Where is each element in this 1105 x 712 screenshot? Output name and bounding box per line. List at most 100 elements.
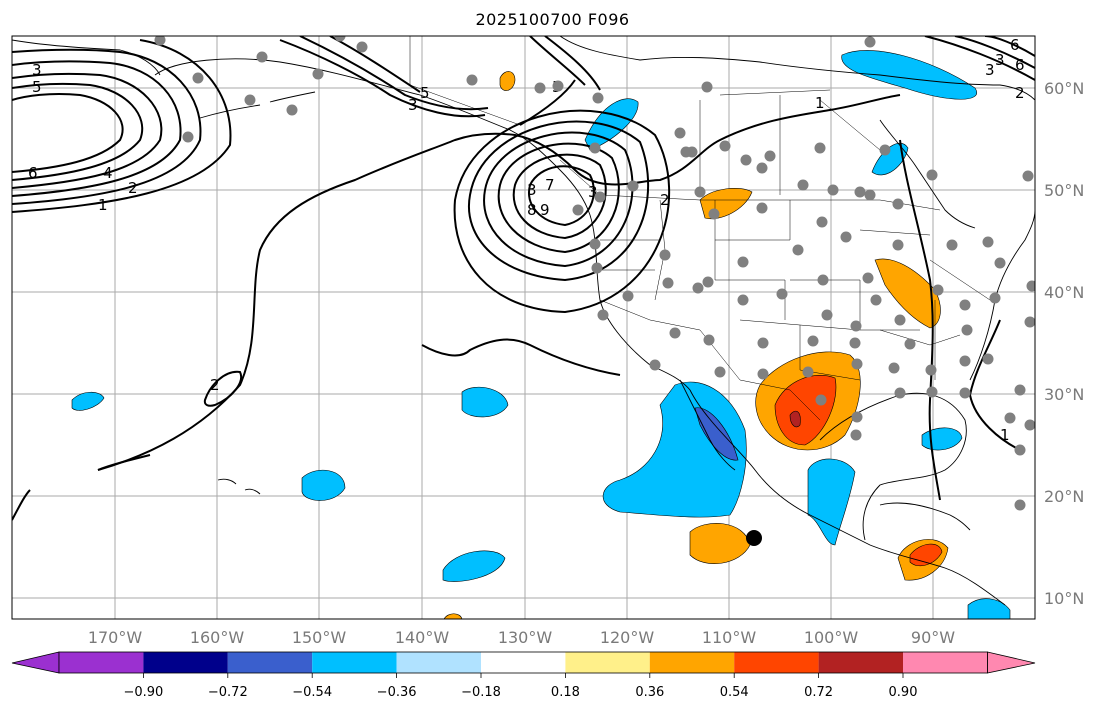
station-dot: [356, 41, 368, 53]
station-dot: [925, 364, 937, 376]
station-dot: [994, 257, 1006, 269]
station-dot: [959, 355, 971, 367]
station-dot: [879, 144, 891, 156]
colorbar-tick-label: −0.90: [123, 685, 163, 700]
station-dot: [894, 387, 906, 399]
station-dot: [864, 189, 876, 201]
shade-negative-canada: [871, 142, 909, 176]
contour-west-5: [12, 82, 143, 181]
shade-negative-pacific-d: [71, 391, 105, 411]
station-dot: [792, 244, 804, 256]
contour-label: 3: [985, 61, 995, 79]
shade-positive-great-lakes: [874, 258, 941, 329]
contour-label: 2: [660, 191, 670, 209]
contour-label: 6: [1010, 36, 1020, 54]
station-dot: [995, 25, 1006, 36]
contour-label: 1: [1000, 426, 1010, 444]
colorbar-swatch: [818, 652, 903, 673]
station-dot: [740, 154, 752, 166]
station-dot: [946, 239, 958, 251]
contour-label: 3: [995, 51, 1005, 69]
contour-label: 5: [32, 78, 42, 96]
station-dot: [892, 239, 904, 251]
contour-label: 5: [420, 84, 430, 102]
station-dot: [334, 36, 346, 42]
station-dot: [776, 288, 788, 300]
station-dot: [849, 337, 861, 349]
contour-label: 9: [540, 201, 550, 219]
station-dot: [694, 186, 706, 198]
station-dot: [892, 198, 904, 210]
station-dot: [659, 249, 671, 261]
lon-label: 110°W: [702, 628, 757, 647]
station-dot: [816, 216, 828, 228]
contour-label: 1: [98, 196, 108, 214]
station-dot: [961, 324, 973, 336]
storm-marker: [746, 530, 762, 546]
colorbar-tick-label: 0.54: [720, 685, 749, 700]
shade-negative-caribbean: [967, 598, 1011, 619]
contour-pacific-1b: [97, 454, 151, 471]
station-dot: [802, 366, 814, 378]
contour-alaska-1: [279, 39, 486, 118]
station-dot: [851, 358, 863, 370]
coast-north: [559, 36, 1035, 101]
station-dot: [888, 362, 900, 374]
station-dot: [926, 169, 938, 181]
station-dot: [622, 290, 634, 302]
station-dots: [154, 25, 1036, 511]
station-dot: [756, 162, 768, 174]
colorbar-swatch: [396, 652, 481, 673]
station-dot: [850, 429, 862, 441]
shade-negative-hudson: [841, 50, 977, 100]
station-dot: [589, 142, 601, 154]
contour-nw-inner-3: [528, 165, 595, 227]
lon-label: 160°W: [190, 628, 245, 647]
shade-negative-gulf-mexico: [807, 458, 856, 546]
station-dot: [737, 294, 749, 306]
colorbar-tick-label: −0.36: [377, 685, 417, 700]
station-dot: [757, 337, 769, 349]
station-dot: [192, 72, 204, 84]
station-dot: [552, 80, 564, 92]
longitude-labels: 170°W 160°W 150°W 140°W 130°W 120°W 110°…: [88, 628, 955, 647]
contour-nw-inner-1: [497, 142, 620, 254]
coast-baja: [679, 379, 736, 471]
station-dot: [466, 74, 478, 86]
lat-label: 40°N: [1044, 283, 1084, 302]
station-dot: [1025, 25, 1036, 36]
colorbar-tick-label: 0.90: [889, 685, 918, 700]
lat-label: 30°N: [1044, 385, 1084, 404]
colorbar-swatch: [481, 652, 566, 673]
station-dot: [959, 299, 971, 311]
station-dot: [1014, 444, 1026, 456]
station-dot: [627, 180, 639, 192]
station-dot: [797, 179, 809, 191]
shade-positive-mexico-pacific: [689, 523, 751, 564]
contour-label: 3: [408, 96, 418, 114]
contour-nw-inner-2: [512, 153, 607, 240]
coast-gulf: [819, 392, 967, 541]
station-dot: [1026, 280, 1035, 292]
shade-positive-alaska-spot: [499, 71, 516, 91]
station-dot: [757, 368, 769, 380]
coast-siberia: [12, 39, 161, 76]
colorbar-swatch: [312, 652, 397, 673]
station-dot: [1004, 412, 1016, 424]
station-dot: [817, 274, 829, 286]
station-dot: [686, 146, 698, 158]
colorbar-swatch: [734, 652, 819, 673]
colorbar-tick-label: 0.18: [551, 685, 580, 700]
lon-label: 150°W: [292, 628, 347, 647]
colorbar-swatch: [143, 652, 228, 673]
station-dot: [1014, 384, 1026, 396]
lat-label: 10°N: [1044, 589, 1084, 608]
shade-very-high-positive-texas: [789, 410, 801, 428]
lon-label: 140°W: [395, 628, 450, 647]
colorbar-tick-label: 0.72: [804, 685, 833, 700]
contour-east-3: [924, 36, 1035, 81]
shade-negative-pacific-c: [442, 550, 506, 582]
station-dot: [701, 81, 713, 93]
